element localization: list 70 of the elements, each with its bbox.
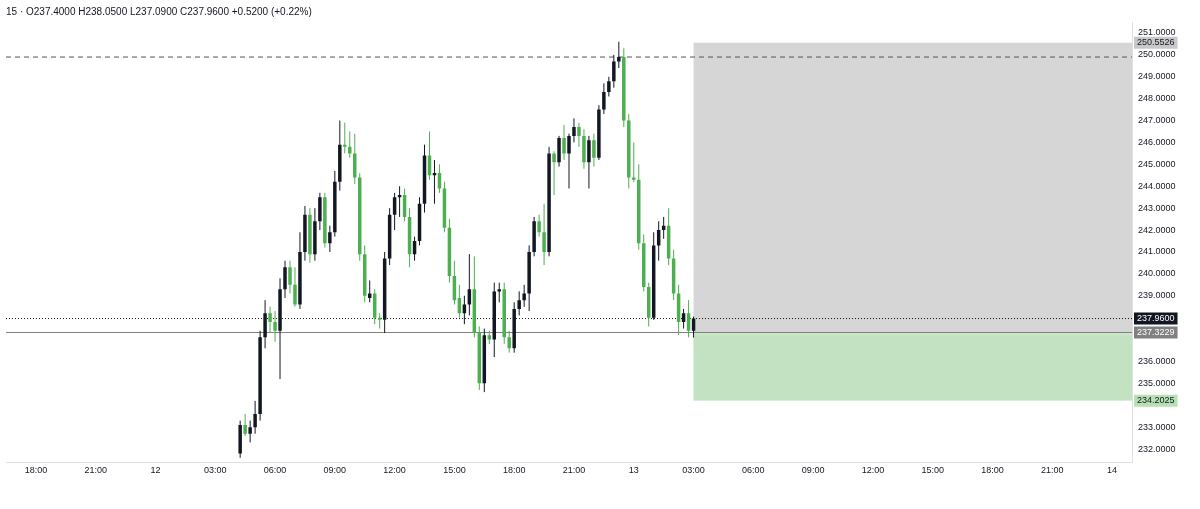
candlestick (293, 266, 297, 308)
x-tick-label: 18:00 (24, 465, 48, 476)
y-tick-label: 250.0000 (1138, 49, 1176, 60)
candlestick (243, 413, 247, 437)
y-tick-label: 244.0000 (1138, 180, 1176, 191)
x-tick-label: 03:00 (203, 465, 227, 476)
x-tick-label: 21:00 (1041, 465, 1064, 476)
x-tick-label: 15:00 (443, 465, 466, 476)
x-tick-label: 15:00 (921, 465, 944, 476)
candlestick (253, 400, 257, 435)
candlestick (288, 260, 292, 295)
y-tick-label: 232.0000 (1138, 443, 1176, 454)
candlestick (552, 150, 556, 196)
y-tick-label: 236.0000 (1138, 355, 1176, 366)
y-tick-label: 243.0000 (1138, 202, 1176, 213)
candlestick (632, 141, 636, 183)
x-tick-label: 13 (628, 465, 639, 476)
candlestick (343, 122, 347, 154)
y-tick-label: 247.0000 (1138, 115, 1176, 126)
candlestick (592, 133, 596, 168)
candlestick (268, 306, 272, 334)
band-label: 234.2025 (1137, 395, 1175, 406)
y-tick-label: 249.0000 (1138, 71, 1176, 82)
x-tick-label: 09:00 (801, 465, 825, 476)
x-tick-label: 18:00 (502, 465, 526, 476)
candlestick (572, 117, 576, 143)
x-tick-label: 06:00 (263, 465, 287, 476)
ref-line-label: 237.9600 (1137, 313, 1175, 324)
y-tick-label: 242.0000 (1138, 224, 1176, 235)
candlestick (328, 225, 332, 253)
candlestick (617, 41, 621, 69)
candlestick (602, 82, 606, 115)
candlestick (522, 284, 526, 308)
candlestick (567, 133, 571, 189)
candlestick (587, 135, 591, 189)
candlestick (517, 290, 521, 316)
candlestick (248, 420, 252, 443)
ref-line-label: 237.3229 (1137, 326, 1175, 337)
x-tick-label: 12:00 (383, 465, 406, 476)
candlestick (577, 122, 581, 148)
band-label: 250.5526 (1137, 37, 1175, 48)
y-tick-label: 251.0000 (1138, 27, 1176, 38)
candlestick (612, 54, 616, 89)
chart-title: 15 · O237.4000 H238.0500 L237.0900 C237.9600 +0.5200 (+0.22%) (6, 5, 312, 17)
candlestick (607, 76, 611, 97)
x-tick-label: 12 (150, 465, 161, 476)
y-tick-label: 246.0000 (1138, 136, 1176, 147)
x-tick-label: 21:00 (562, 465, 586, 476)
x-tick-label: 12:00 (861, 465, 885, 476)
candlestick (467, 253, 472, 316)
candlestick (348, 131, 352, 159)
y-tick-label: 239.0000 (1138, 290, 1176, 301)
x-tick-label: 18:00 (981, 465, 1004, 476)
candlestick (273, 310, 277, 343)
y-tick-label: 235.0000 (1138, 377, 1176, 388)
x-tick-label: 03:00 (682, 465, 705, 476)
y-tick-label: 233.0000 (1138, 421, 1176, 432)
y-tick-label: 245.0000 (1138, 158, 1176, 169)
y-tick-label: 241.0000 (1138, 246, 1176, 257)
candlestick (562, 124, 566, 161)
x-tick-label: 09:00 (323, 465, 347, 476)
candlestick (507, 330, 511, 354)
y-tick-label: 240.0000 (1138, 268, 1176, 279)
x-tick-label: 14 (1107, 465, 1118, 476)
x-tick-label: 21:00 (84, 465, 107, 476)
candlestick (537, 214, 541, 238)
x-tick-label: 06:00 (742, 465, 765, 476)
y-tick-label: 248.0000 (1138, 93, 1176, 104)
candlestick (542, 203, 546, 266)
candlestick (283, 260, 287, 299)
